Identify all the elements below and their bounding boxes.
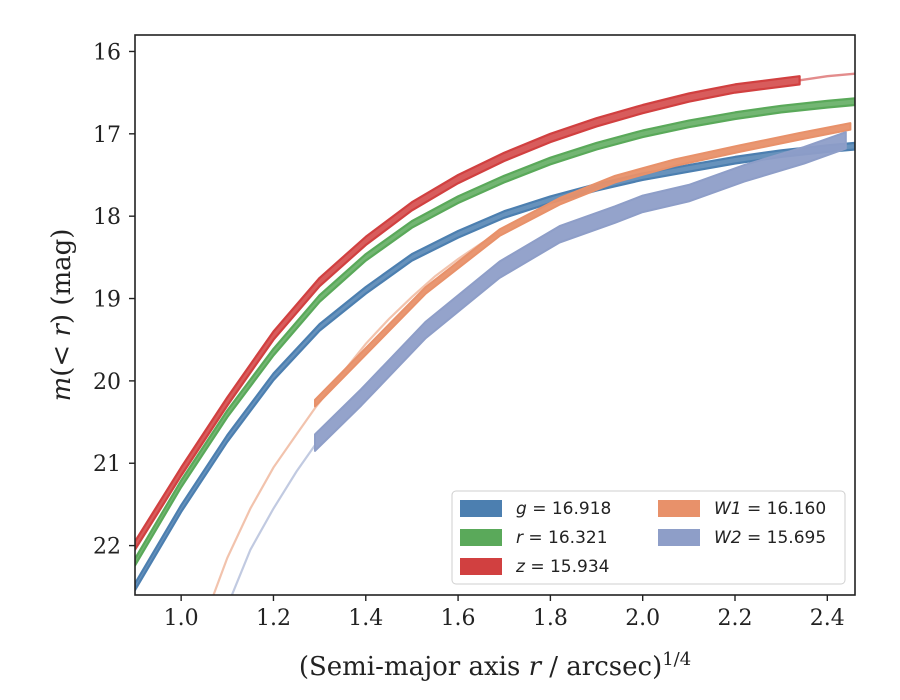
legend-label-g: g = 16.918 — [516, 499, 611, 519]
series-extrapolation-w1 — [212, 231, 501, 595]
y-tick-label: 18 — [93, 205, 121, 230]
y-tick-label: 22 — [93, 535, 121, 560]
legend: g = 16.918 r = 16.321 z = 15.934 W1 = 16.16… — [451, 490, 846, 585]
series-layer — [135, 72, 855, 595]
legend-label-z: z = 15.934 — [515, 557, 609, 577]
series-g — [135, 141, 855, 592]
x-axis-label: (Semi-major axis r / arcsec)1/4 — [299, 649, 691, 682]
legend-swatch-w2 — [658, 529, 700, 546]
x-tick-label: 1.4 — [348, 606, 383, 631]
series-z — [135, 72, 855, 551]
x-axis: 1.0 1.2 1.4 1.6 1.8 2.0 2.2 2.4 — [164, 595, 845, 631]
series-extrapolation-z — [799, 72, 855, 82]
x-tick-label: 2.2 — [718, 606, 753, 631]
y-tick-label: 17 — [93, 123, 121, 148]
x-tick-label: 1.0 — [164, 606, 199, 631]
x-tick-label: 1.2 — [256, 606, 291, 631]
legend-swatch-g — [460, 500, 502, 517]
series-extrapolation-w2 — [230, 444, 316, 595]
series-r — [135, 97, 855, 567]
series-band-w2 — [314, 131, 847, 452]
y-tick-label: 20 — [93, 370, 121, 395]
y-axis-label: m(< r) (mag) — [47, 229, 77, 402]
series-band-w1 — [314, 122, 852, 408]
x-tick-label: 1.6 — [441, 606, 476, 631]
series-band-g — [135, 141, 855, 592]
legend-swatch-w1 — [658, 500, 700, 517]
series-w2 — [230, 131, 847, 595]
plot-frame — [134, 34, 856, 596]
legend-box — [451, 490, 846, 585]
y-tick-label: 16 — [93, 40, 121, 65]
legend-label-r: r = 16.321 — [516, 528, 608, 548]
legend-label-w1: W1 = 16.160 — [714, 499, 826, 519]
series-w1 — [212, 122, 852, 595]
x-tick-label: 1.8 — [533, 606, 568, 631]
legend-label-w2: W2 = 15.695 — [714, 528, 826, 548]
y-tick-label: 21 — [93, 452, 121, 477]
x-tick-label: 2.0 — [625, 606, 660, 631]
series-band-r — [135, 97, 855, 567]
y-axis: 16 17 18 19 20 21 22 — [93, 40, 135, 560]
legend-swatch-z — [460, 558, 502, 575]
legend-swatch-r — [460, 529, 502, 546]
y-tick-label: 19 — [93, 288, 121, 313]
x-tick-label: 2.4 — [810, 606, 845, 631]
series-band-z — [135, 75, 801, 551]
